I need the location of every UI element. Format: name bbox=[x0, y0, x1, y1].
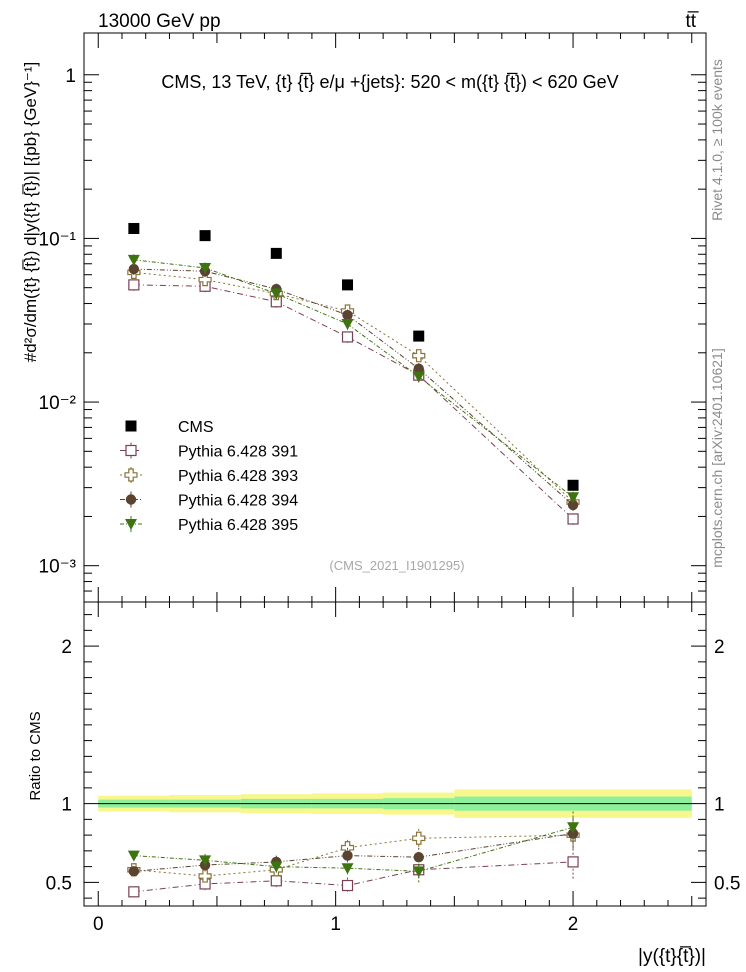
x-tick-label: 1 bbox=[330, 914, 341, 935]
header-left: 13000 GeV pp bbox=[98, 11, 221, 32]
data-point bbox=[341, 318, 354, 330]
data-point bbox=[128, 222, 140, 234]
legend-label: Pythia 6.428 394 bbox=[178, 493, 298, 510]
legend-label: Pythia 6.428 391 bbox=[178, 444, 298, 461]
ratio-series bbox=[127, 811, 580, 898]
ratio-point bbox=[199, 855, 212, 867]
ratio-point bbox=[270, 861, 283, 873]
ratio-point bbox=[341, 879, 354, 892]
ratio-point bbox=[567, 828, 579, 839]
legend-marker bbox=[125, 519, 137, 530]
legend: CMS Pythia 6.428 391 Pythia 6.428 393 Pythi… bbox=[120, 419, 298, 534]
ratio-point bbox=[413, 851, 424, 863]
ratio-point bbox=[341, 863, 354, 875]
data-point bbox=[342, 309, 353, 321]
data-point bbox=[128, 279, 140, 291]
ratio-series-line bbox=[133, 834, 574, 877]
main-y-tick-label: 1 bbox=[65, 66, 76, 87]
data-point bbox=[567, 479, 579, 491]
data-point bbox=[270, 288, 283, 300]
ratio-point bbox=[198, 869, 212, 883]
series-line bbox=[133, 268, 574, 506]
ratio-point bbox=[342, 850, 353, 861]
header-right: tt̅ bbox=[685, 11, 699, 32]
data-point bbox=[270, 247, 282, 259]
ratio-point bbox=[128, 886, 140, 898]
data-point bbox=[199, 262, 212, 274]
x-axis-label: |y({t}{t̅})| bbox=[638, 946, 706, 967]
legend-label: Pythia 6.428 393 bbox=[178, 468, 298, 485]
x-tick-label: 2 bbox=[568, 914, 579, 935]
mcplots-label: mcplots.cern.ch [arXiv:2401.10621] bbox=[709, 348, 725, 567]
ratio-y-tick-label-right: 2 bbox=[714, 637, 725, 658]
ratio-point bbox=[567, 856, 579, 868]
ratio-point bbox=[412, 831, 426, 845]
main-y-axis-label: #d²σ/dm({t} {t̅}) d|y({t} {t̅})| [{pb} {… bbox=[21, 62, 40, 362]
ratio-y-tick-label: 0.5 bbox=[46, 873, 72, 894]
x-tick-label: 0 bbox=[93, 914, 104, 935]
legend-label: Pythia 6.428 395 bbox=[178, 517, 298, 534]
plot-title: CMS, 13 TeV, {t} {t̅} e/μ +{jets}: 520 <… bbox=[161, 72, 618, 92]
ratio-series-line bbox=[133, 861, 574, 893]
legend-marker bbox=[125, 444, 137, 457]
ratio-y-axis-label: Ratio to CMS bbox=[27, 711, 44, 800]
data-point bbox=[567, 513, 579, 525]
axes: 1 10⁻¹ 10⁻² 10⁻³ 0 1 2 0.5 0.5 1 1 2 2 bbox=[39, 32, 740, 935]
ratio-y-tick-label-right: 0.5 bbox=[714, 873, 740, 894]
main-y-tick-label: 10⁻³ bbox=[39, 557, 77, 578]
data-point bbox=[342, 279, 354, 291]
data-point bbox=[341, 331, 354, 343]
series-line bbox=[133, 259, 574, 498]
data-point bbox=[128, 263, 140, 275]
ratio-point bbox=[270, 875, 282, 887]
legend-marker bbox=[125, 420, 137, 432]
data-point bbox=[198, 273, 212, 287]
data-point bbox=[567, 492, 580, 504]
ratio-y-tick-label: 2 bbox=[61, 637, 72, 658]
data-point bbox=[199, 230, 211, 242]
main-y-tick-label: 10⁻¹ bbox=[39, 229, 77, 250]
main-series bbox=[127, 222, 580, 525]
data-point bbox=[413, 363, 424, 374]
ratio-point bbox=[128, 866, 140, 877]
watermark: (CMS_2021_I1901295) bbox=[329, 558, 464, 573]
ratio-point bbox=[127, 850, 140, 862]
ratio-frame bbox=[83, 601, 707, 907]
data-point bbox=[412, 371, 425, 383]
legend-label: CMS bbox=[178, 419, 214, 436]
ratio-point bbox=[412, 866, 425, 878]
series-line bbox=[133, 284, 574, 520]
ratio-y-tick-label: 1 bbox=[61, 795, 72, 816]
rivet-label: Rivet 4.1.0, ≥ 100k events bbox=[709, 59, 725, 221]
ratio-series-line bbox=[133, 833, 574, 872]
data-point bbox=[413, 330, 425, 342]
ratio-series-line bbox=[133, 826, 574, 872]
data-point bbox=[567, 499, 579, 511]
ratio-point bbox=[567, 822, 580, 834]
ratio-y-tick-label-right: 1 bbox=[714, 795, 725, 816]
legend-marker bbox=[124, 468, 138, 482]
data-point bbox=[127, 254, 140, 266]
main-y-tick-label: 10⁻² bbox=[39, 393, 77, 414]
data-point bbox=[412, 349, 426, 363]
legend-marker bbox=[125, 494, 137, 505]
